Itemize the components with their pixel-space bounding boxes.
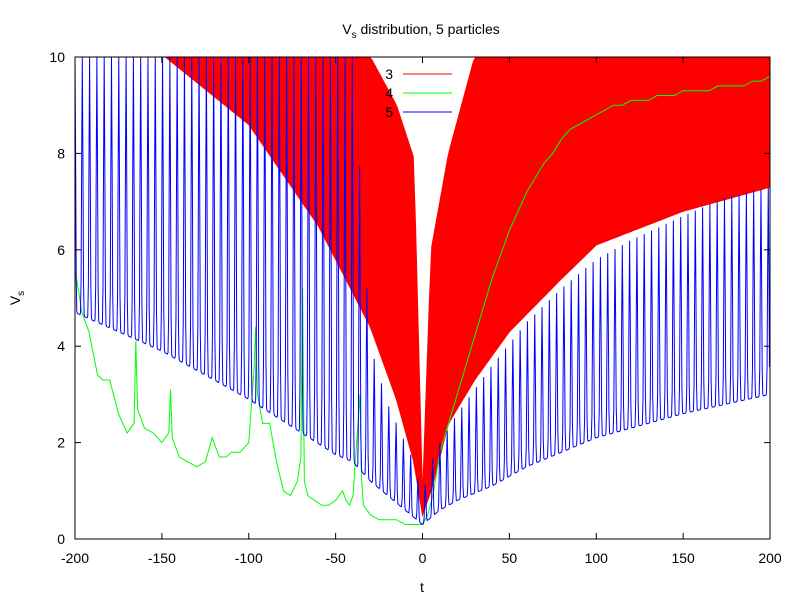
x-tick-label: 0 <box>419 550 427 566</box>
y-tick-label: 8 <box>57 145 65 161</box>
y-tick-label: 6 <box>57 242 65 258</box>
legend-label-3: 3 <box>385 66 393 82</box>
x-tick-label: 100 <box>585 550 609 566</box>
series-5-line <box>75 57 770 525</box>
x-tick-label: 50 <box>502 550 518 566</box>
legend-label-4: 4 <box>385 85 393 101</box>
series-3-band <box>75 57 770 517</box>
chart-title: Vs distribution, 5 particles <box>342 21 500 41</box>
x-tick-label: -150 <box>148 550 176 566</box>
x-tick-label: 150 <box>671 550 695 566</box>
legend: 3 4 5 <box>385 66 452 120</box>
x-tick-label: -200 <box>61 550 89 566</box>
ticks-layer: -200 -150 -100 -50 0 50 100 150 200 0 2 4 6 8 10 <box>49 49 781 566</box>
y-tick-label: 4 <box>57 338 65 354</box>
x-tick-label: -50 <box>326 550 346 566</box>
y-tick-label: 2 <box>57 435 65 451</box>
x-tick-label: 200 <box>758 550 782 566</box>
y-tick-label: 0 <box>57 531 65 547</box>
series-layer <box>75 57 770 526</box>
x-axis-label: t <box>420 579 424 595</box>
series-4-line <box>75 75 770 526</box>
y-axis-label: Vs <box>7 291 27 305</box>
legend-label-5: 5 <box>385 104 393 120</box>
x-tick-label: -100 <box>235 550 263 566</box>
y-tick-label: 10 <box>49 49 65 65</box>
